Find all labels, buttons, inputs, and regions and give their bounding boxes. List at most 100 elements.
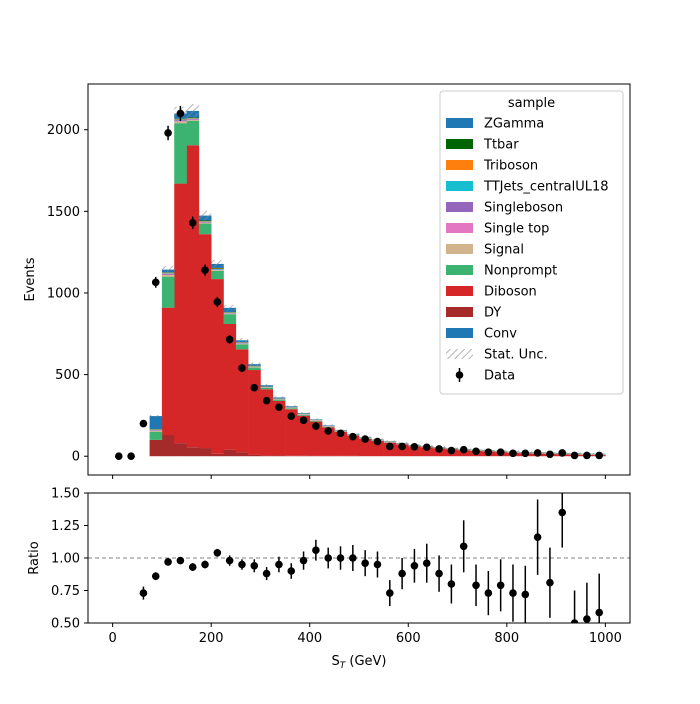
bar-nonprompt-12 (260, 388, 273, 390)
legend-swatch-dy (446, 307, 473, 317)
ratio-point-28 (485, 589, 493, 597)
bar-diboson-6 (187, 145, 200, 447)
data-point-4 (164, 129, 172, 137)
legend-label-zgamma: ZGamma (484, 117, 544, 132)
data-point-39 (595, 452, 603, 460)
bar-nonprompt-13 (273, 400, 286, 401)
bar-signal-7 (199, 223, 212, 224)
bar-diboson-4 (162, 308, 175, 435)
legend-label-diboson: Diboson (484, 285, 537, 300)
bar-signal-3 (150, 431, 163, 432)
legend-swatch-ttjets-centralul18 (446, 181, 473, 191)
ratio-ytick-label-3: 1.25 (51, 519, 80, 534)
bar-nonprompt-16 (310, 421, 323, 422)
stat-unc-band-8 (211, 260, 223, 268)
ratio-ylabel: Ratio (27, 541, 42, 574)
main-ylabel: Events (23, 257, 38, 301)
stat-unc-band-10 (236, 338, 248, 343)
ratio-xlabel: ST (GeV) (331, 654, 386, 671)
legend-swatch-diboson (446, 286, 473, 296)
legend-swatch-signal (446, 244, 473, 254)
bar-nonprompt-11 (248, 368, 261, 370)
bar-nonprompt-4 (162, 277, 175, 308)
legend-label-stat-unc: Stat. Unc. (484, 348, 548, 363)
ratio-xtick-label-5: 1000 (589, 631, 622, 646)
data-point-24 (411, 443, 419, 451)
bar-zgamma-3 (150, 416, 163, 429)
ratio-xtick-label-4: 800 (494, 631, 519, 646)
legend-swatch-ttbar (446, 139, 473, 149)
data-point-8 (214, 298, 222, 306)
ratio-point-4 (189, 563, 197, 571)
stat-unc-band-16 (310, 418, 322, 420)
data-point-9 (226, 336, 234, 344)
data-point-28 (460, 446, 468, 454)
ratio-point-32 (534, 533, 542, 541)
bar-dy-9 (224, 450, 237, 457)
legend-swatch-stat-unc (446, 349, 473, 359)
data-point-37 (571, 452, 579, 460)
data-point-2 (140, 420, 148, 428)
data-point-17 (324, 427, 332, 435)
ratio-ytick-label-0: 0.50 (51, 617, 80, 632)
data-point-25 (423, 443, 431, 451)
ratio-point-12 (287, 567, 295, 575)
stat-unc-band-4 (162, 266, 174, 273)
ratio-point-23 (423, 559, 431, 567)
legend-title: sample (508, 96, 555, 111)
ratio-xtick-label-3: 600 (396, 631, 421, 646)
legend-swatch-conv (446, 328, 473, 338)
data-point-1 (127, 452, 135, 460)
ratio-point-3 (177, 557, 185, 565)
data-point-30 (485, 448, 493, 456)
ratio-point-37 (595, 609, 603, 617)
main-ytick-label-3: 1500 (47, 205, 80, 220)
ratio-point-26 (460, 543, 468, 551)
data-point-13 (275, 403, 283, 411)
data-point-23 (398, 443, 406, 451)
data-point-3 (152, 279, 160, 287)
bar-nonprompt-5 (174, 123, 187, 183)
ratio-point-6 (214, 549, 222, 557)
bar-dy-7 (199, 448, 212, 456)
main-ytick-label-4: 2000 (47, 123, 80, 138)
ratio-point-31 (521, 591, 529, 599)
stat-unc-band-15 (297, 412, 309, 414)
data-point-18 (337, 430, 345, 438)
bar-nonprompt-8 (211, 271, 224, 279)
stat-unc-band-13 (273, 396, 285, 398)
bar-signal-6 (187, 120, 200, 121)
stat-unc-band-9 (224, 305, 236, 311)
data-point-35 (546, 450, 554, 458)
ratio-point-29 (497, 582, 505, 590)
bar-dy-4 (162, 435, 175, 456)
legend-label-signal: Signal (484, 243, 524, 258)
ratio-point-11 (275, 561, 283, 569)
ratio-point-22 (411, 562, 419, 570)
ratio-point-15 (324, 554, 332, 562)
bar-nonprompt-7 (199, 224, 212, 235)
bar-dy-3 (150, 440, 163, 456)
data-point-32 (509, 449, 517, 457)
bar-signal-4 (162, 275, 175, 277)
data-point-16 (312, 422, 320, 430)
legend-label-data: Data (484, 369, 515, 384)
legend-swatch-singleboson (446, 202, 473, 212)
bar-diboson-11 (248, 370, 261, 455)
data-point-10 (238, 364, 246, 372)
data-point-19 (349, 433, 357, 441)
ratio-point-17 (349, 554, 357, 562)
legend-label-nonprompt: Nonprompt (484, 264, 557, 279)
data-point-22 (386, 443, 394, 451)
ratio-point-30 (509, 589, 517, 597)
legend-label-ttbar: Ttbar (483, 138, 519, 153)
data-point-0 (115, 452, 123, 460)
data-point-36 (558, 449, 566, 457)
stat-unc-band-7 (199, 211, 211, 221)
data-point-38 (583, 452, 591, 460)
data-point-12 (263, 397, 271, 405)
main-ytick-label-2: 1000 (47, 286, 80, 301)
ratio-point-24 (435, 570, 443, 578)
data-point-7 (201, 266, 209, 274)
